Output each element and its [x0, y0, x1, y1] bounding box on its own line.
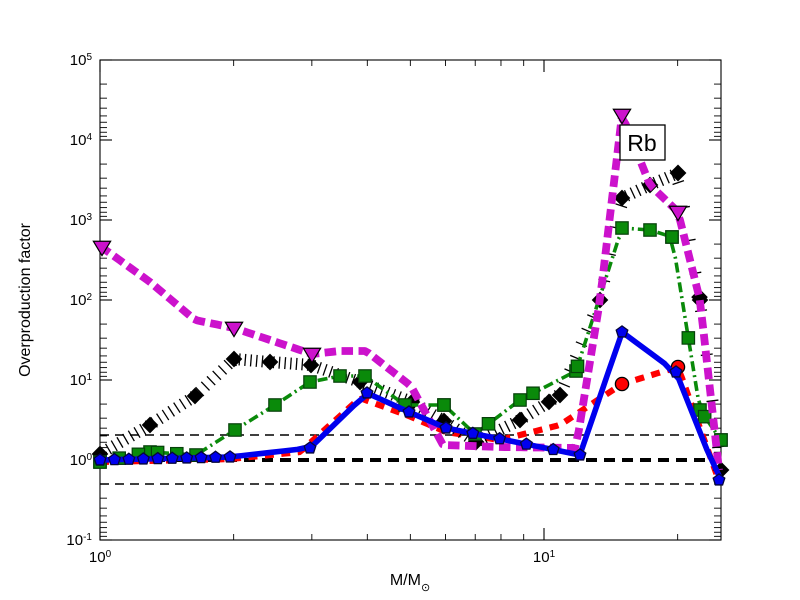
svg-text:Overproduction factor: Overproduction factor	[17, 222, 34, 377]
svg-text:Rb: Rb	[627, 130, 656, 156]
